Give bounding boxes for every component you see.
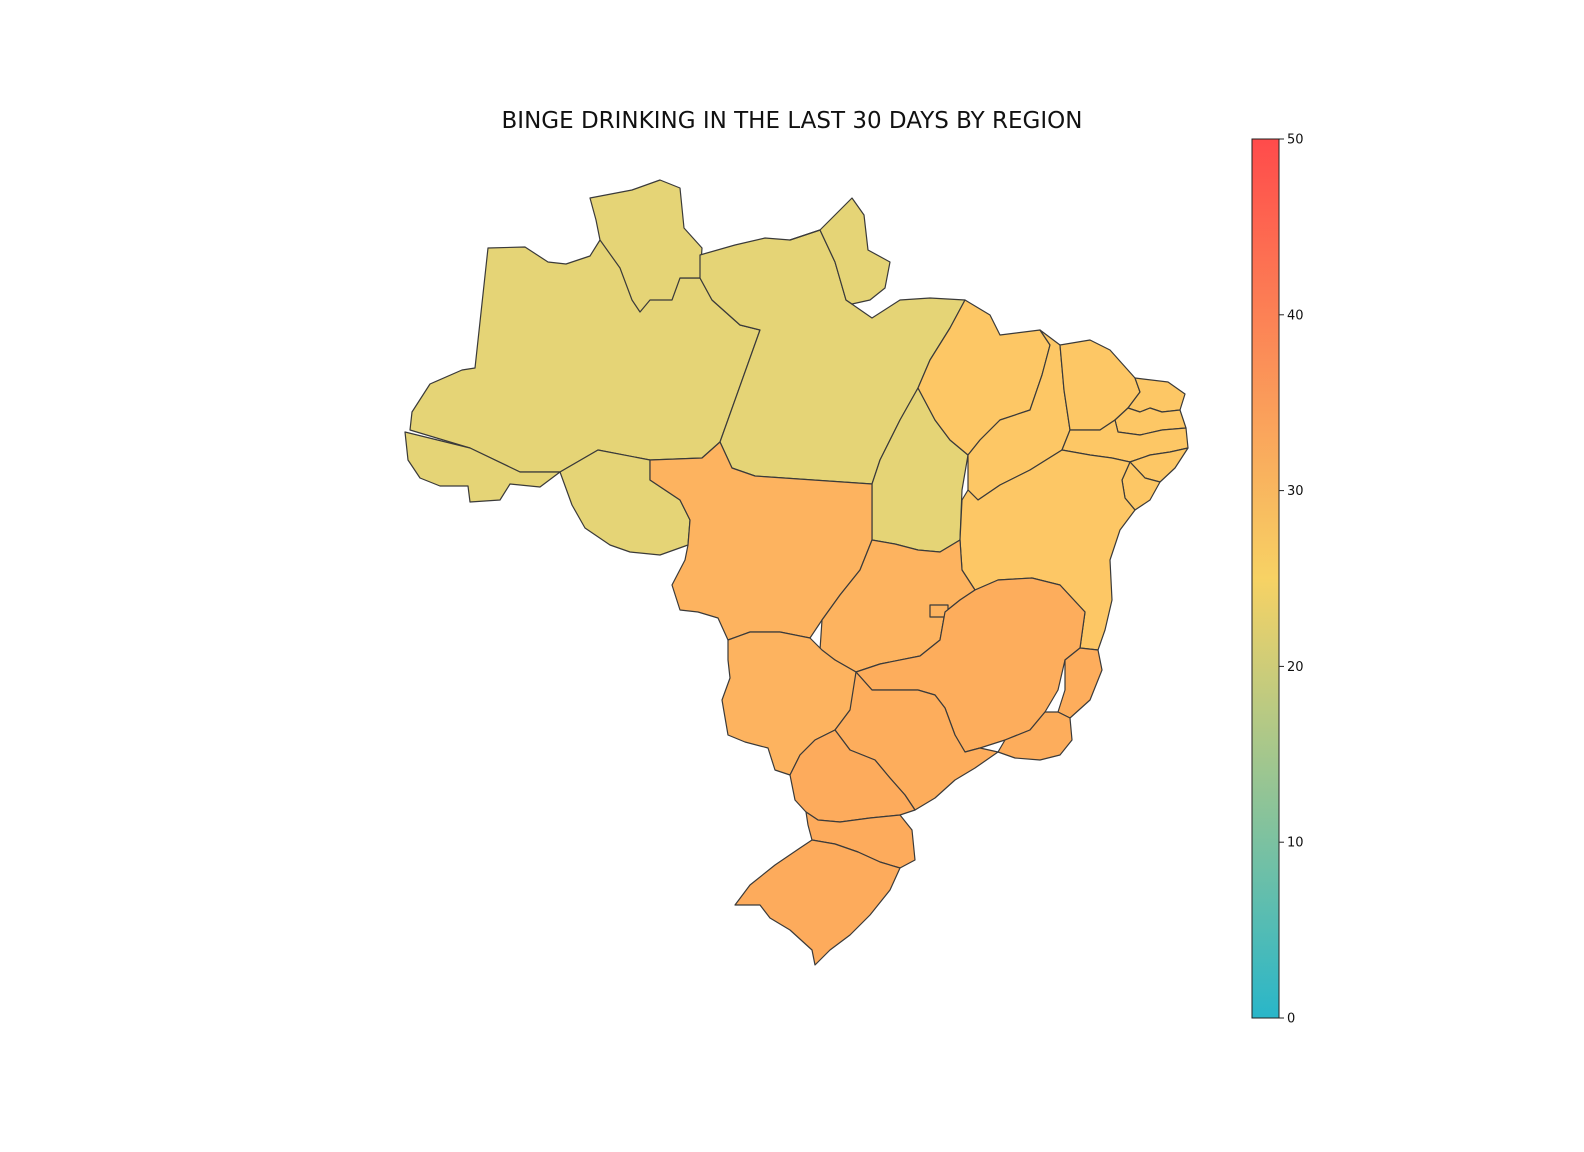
colorbar-tick-label-30: 30: [1287, 484, 1304, 499]
colorbar-tick-label-50: 50: [1287, 133, 1304, 148]
colorbar-tick-label-10: 10: [1287, 836, 1304, 851]
region-norte-amapa: [789, 197, 891, 305]
colorbar-tick-label-20: 20: [1287, 660, 1304, 675]
colorbar-tick-label-40: 40: [1287, 308, 1304, 323]
region-sudeste-rj: [997, 711, 1073, 761]
region-sul-rs: [734, 839, 901, 966]
region-norte-roraima: [589, 179, 703, 313]
colorbar: [1251, 138, 1280, 1019]
map-title: BINGE DRINKING IN THE LAST 30 DAYS BY RE…: [501, 108, 1083, 134]
colorbar-ticks: 0 10 20 30 40 50: [1279, 133, 1304, 1027]
colorbar-tick-label-0: 0: [1287, 1012, 1295, 1027]
region-norte-acre: [404, 431, 561, 503]
